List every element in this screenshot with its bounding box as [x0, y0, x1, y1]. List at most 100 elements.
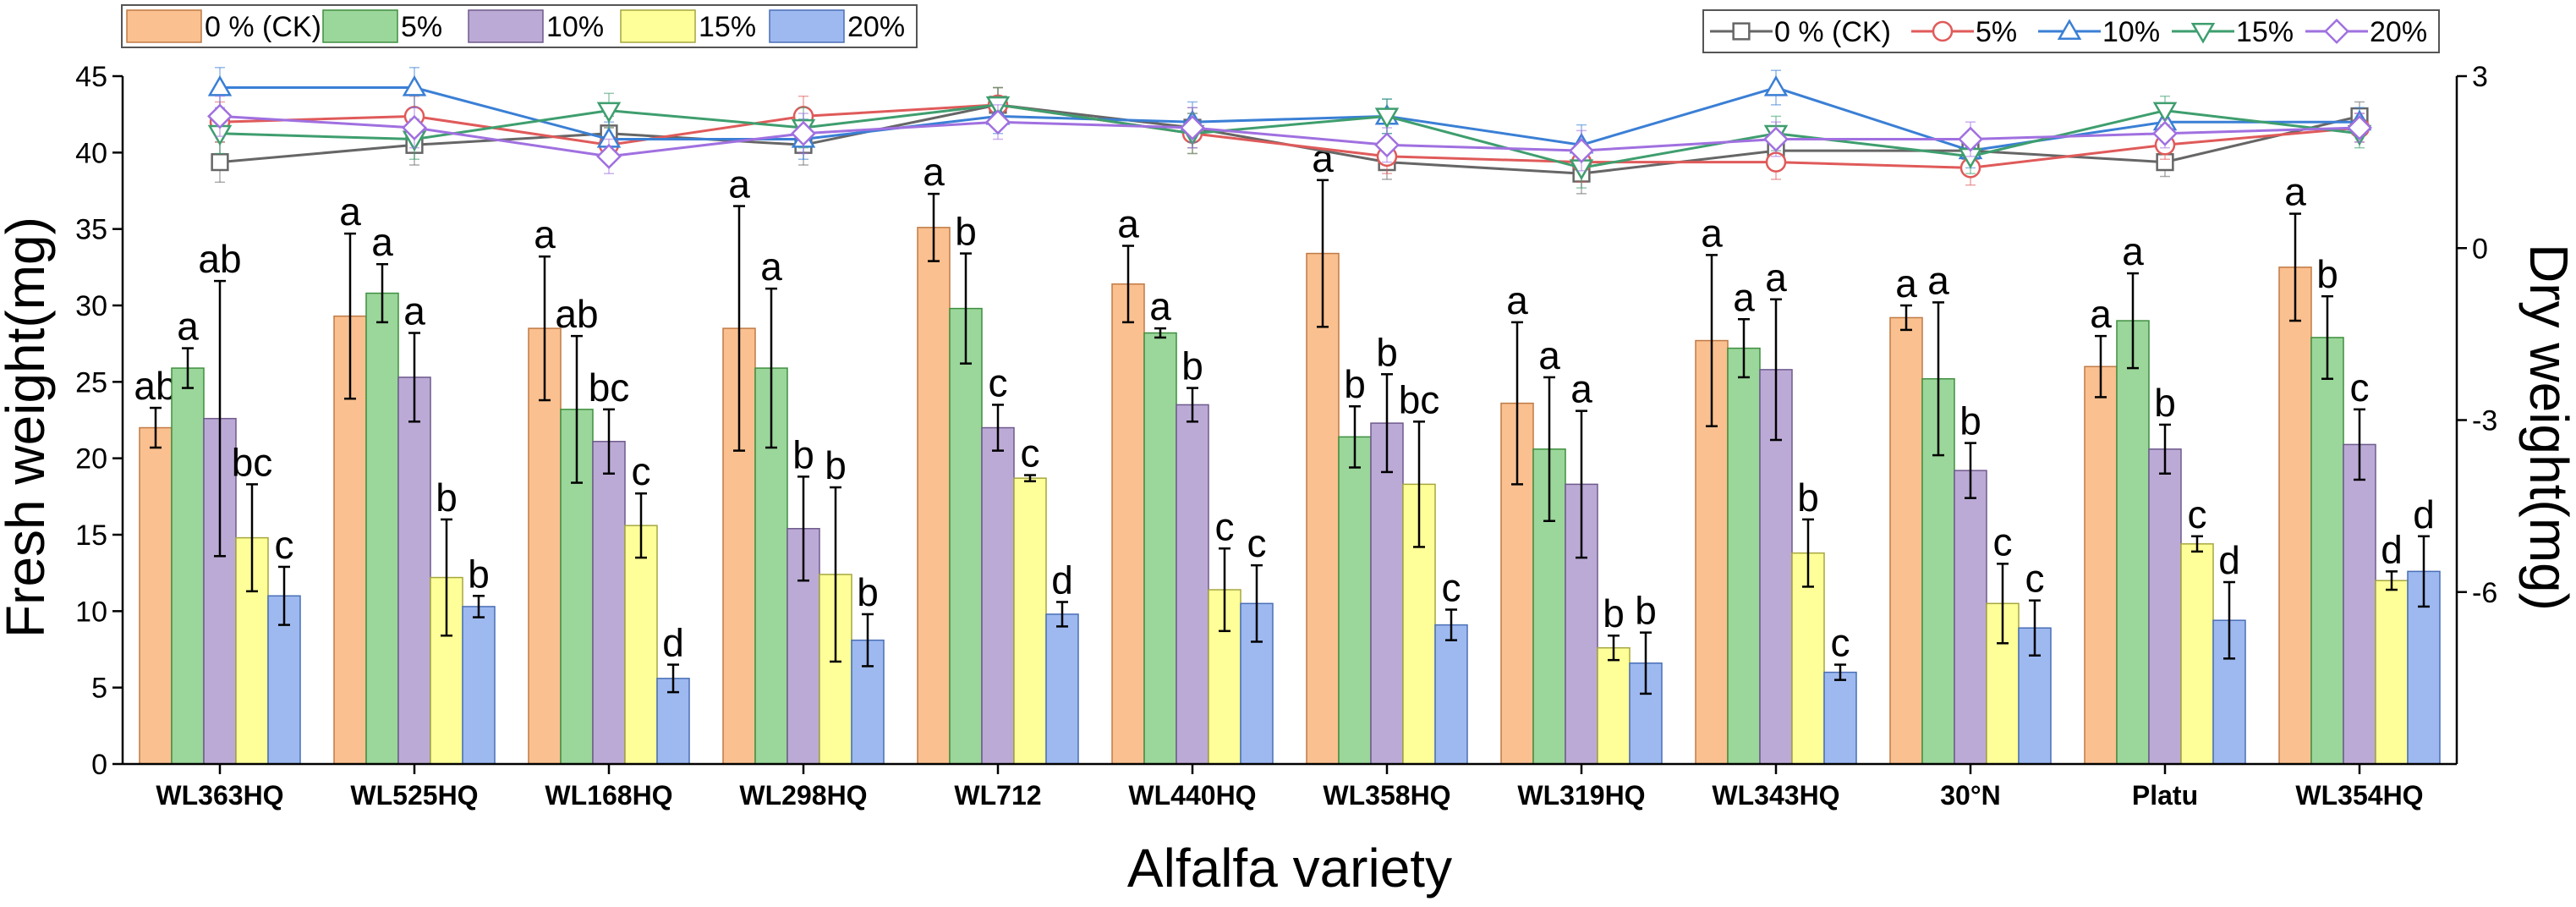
y-right-tick-label: -6 [2472, 577, 2497, 609]
significance-letter: b [857, 570, 879, 614]
line-marker [2057, 19, 2082, 41]
significance-letter: a [403, 289, 425, 333]
y-axis-title: Fresh weight(mg) [0, 217, 56, 638]
significance-letter: a [1570, 367, 1592, 411]
x-tick-label: Platu [2132, 780, 2198, 811]
y-right-tick-label: -3 [2472, 405, 2497, 437]
x-tick-label: WL363HQ [156, 780, 283, 811]
legend-label: 0 % (CK) [205, 11, 321, 43]
significance-letter: c [2350, 366, 2370, 410]
line-marker [791, 120, 816, 146]
significance-letter: a [1733, 275, 1755, 319]
significance-letter: d [1051, 558, 1073, 602]
line-marker [402, 74, 427, 96]
line-marker [1932, 20, 1954, 42]
bar [1306, 252, 1340, 765]
legend-label: 10% [2102, 16, 2160, 48]
legend-label: 15% [2236, 16, 2294, 48]
significance-letter: a [2090, 292, 2112, 336]
y-tick-label: 30 [75, 290, 107, 322]
line-marker [211, 153, 229, 172]
significance-letter: d [662, 621, 684, 665]
bar [1597, 646, 1631, 765]
significance-letter: c [1021, 432, 1040, 475]
bar [1143, 332, 1177, 765]
significance-letter: c [2188, 492, 2207, 536]
significance-letter: bc [1399, 377, 1440, 421]
significance-letter: b [436, 475, 458, 519]
dry-weight-line [219, 103, 2360, 169]
significance-letter: a [1927, 258, 1949, 302]
significance-letter: b [955, 210, 977, 254]
bar [592, 441, 626, 765]
bar [917, 227, 951, 765]
significance-letter: c [1831, 621, 1850, 665]
legend-label: 20% [847, 11, 905, 43]
x-tick-label: WL343HQ [1712, 780, 1839, 811]
bar [2278, 267, 2312, 765]
significance-letter: b [2154, 381, 2176, 425]
y-tick-label: 0 [91, 749, 107, 781]
line-marker [1374, 107, 1400, 129]
x-tick-label: WL298HQ [739, 780, 867, 811]
y-right-tick-label: 3 [2472, 61, 2488, 93]
significance-letter: b [1181, 344, 1203, 388]
legend-label: 0 % (CK) [1774, 16, 1891, 48]
dry-weight-line [220, 85, 2360, 152]
bar [1370, 422, 1404, 765]
significance-letter: a [2122, 229, 2144, 273]
bar [2084, 366, 2118, 765]
line-marker [1180, 115, 1205, 140]
bar [365, 292, 399, 765]
legend-label: 20% [2370, 16, 2427, 48]
significance-letter: c [1993, 519, 2013, 563]
significance-letter: ab [134, 364, 177, 408]
significance-letter: c [1442, 566, 1461, 610]
line-marker [2190, 22, 2216, 44]
significance-letter: b [1797, 475, 1819, 519]
significance-letter: a [728, 162, 750, 206]
bar [1889, 316, 1923, 765]
significance-letter: a [1701, 211, 1723, 255]
significance-letter: b [825, 443, 847, 487]
legend-label: 15% [699, 11, 756, 43]
significance-letter: bc [232, 440, 273, 484]
significance-letter: d [2413, 492, 2435, 536]
bar [2343, 443, 2376, 765]
significance-letter: c [989, 360, 1008, 404]
line-marker [1763, 74, 1789, 96]
legend-layer: 0 % (CK) 5% 10% 15% 20% 0 % (CK) 5% 10% 15% 20% [121, 4, 2440, 53]
significance-letter: b [792, 432, 814, 476]
line-marker [1374, 132, 1400, 158]
lines-layer [207, 67, 2372, 195]
line-marker [402, 115, 427, 140]
bar [1176, 404, 1209, 765]
significance-letter: a [1149, 284, 1171, 328]
bar [624, 525, 658, 765]
significance-letter: b [1376, 330, 1398, 374]
line-marker [985, 109, 1011, 135]
bar [2375, 580, 2409, 765]
significance-letter: a [923, 150, 945, 194]
x-tick-label: WL712 [954, 780, 1041, 811]
bar [171, 367, 205, 765]
x-tick-label: 30°N [1940, 780, 2001, 811]
line-marker [207, 103, 233, 129]
legend-label: 5% [1976, 16, 2017, 48]
legend-swatch [322, 9, 398, 43]
significance-letter: a [2284, 170, 2306, 214]
y-tick-label: 20 [75, 443, 107, 475]
bar [1823, 671, 1857, 765]
line-marker [1569, 138, 1594, 164]
significance-letter: bc [589, 366, 630, 410]
significance-letter: a [534, 212, 556, 256]
legend-label: 5% [401, 11, 442, 43]
x-tick-label: WL354HQ [2295, 780, 2423, 811]
significance-letter: a [1538, 333, 1560, 377]
dry-weight-line [219, 103, 2360, 169]
bar [2116, 320, 2150, 765]
legend-swatch [620, 9, 696, 43]
line-marker [2152, 120, 2178, 146]
